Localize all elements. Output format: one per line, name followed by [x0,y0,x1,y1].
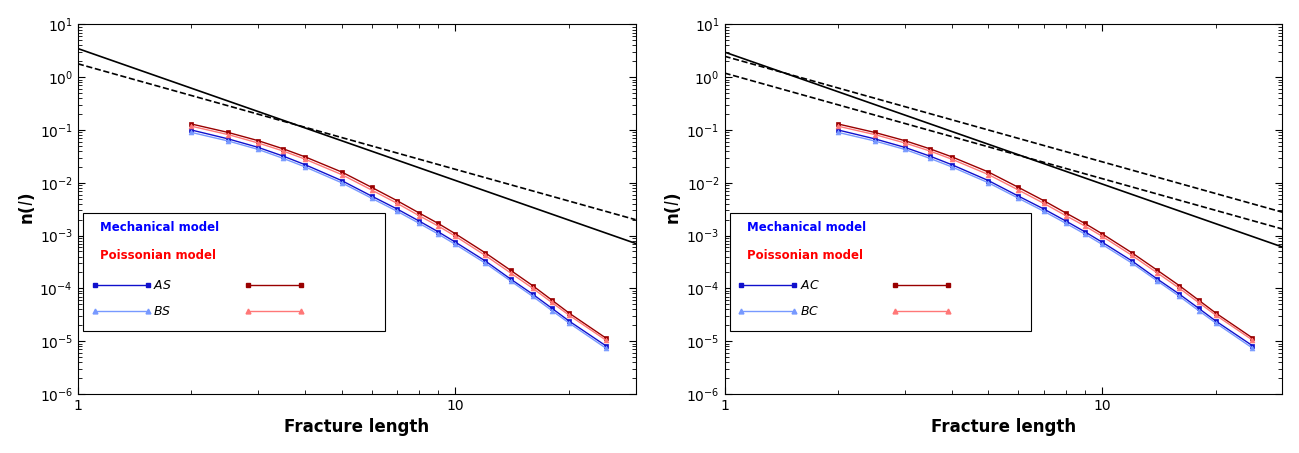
Text: $\it{BC}$: $\it{BC}$ [800,305,820,318]
Y-axis label: n($\it{l}$): n($\it{l}$) [664,193,683,225]
FancyBboxPatch shape [730,213,1031,331]
Text: Poissonian model: Poissonian model [747,249,863,262]
X-axis label: Fracture length: Fracture length [931,418,1076,436]
FancyBboxPatch shape [83,213,385,331]
Text: $\it{AS}$: $\it{AS}$ [153,280,171,292]
Y-axis label: n($\it{l}$): n($\it{l}$) [17,193,36,225]
Text: $\it{BS}$: $\it{BS}$ [153,305,171,318]
Text: Mechanical model: Mechanical model [100,222,220,234]
X-axis label: Fracture length: Fracture length [284,418,429,436]
Text: Poissonian model: Poissonian model [100,249,216,262]
Text: Mechanical model: Mechanical model [747,222,866,234]
Text: $\it{AC}$: $\it{AC}$ [800,280,820,292]
